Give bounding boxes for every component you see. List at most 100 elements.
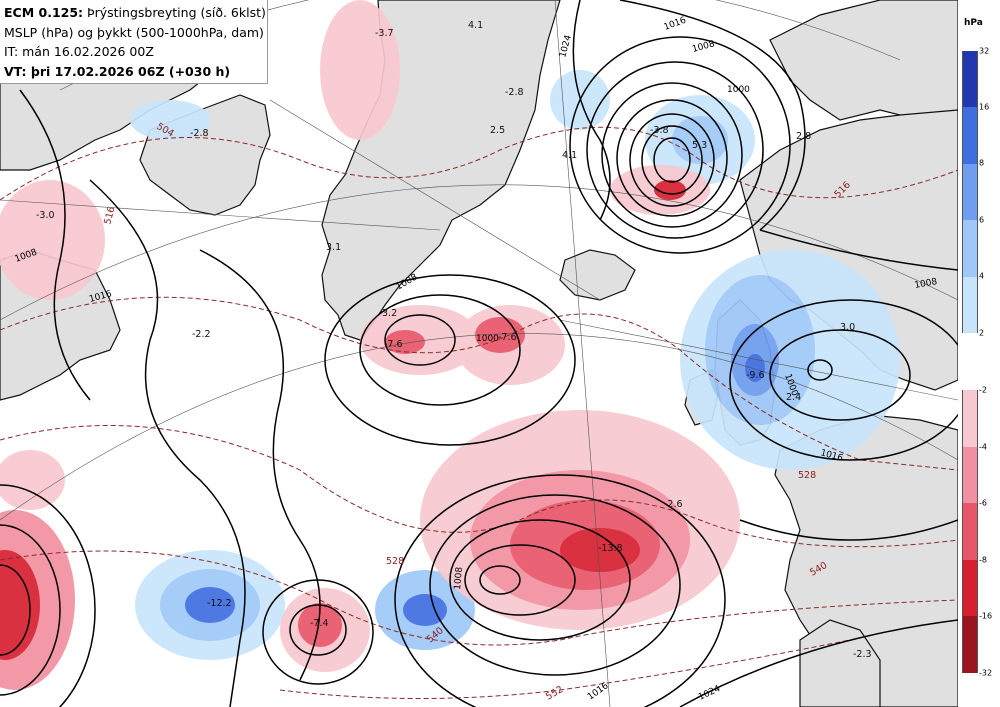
pc-label: 2.5 bbox=[490, 125, 505, 136]
pc-label: -3.7 bbox=[375, 28, 394, 39]
rise-tick: 16 bbox=[979, 102, 990, 112]
low-greenland-sea-ring-7 bbox=[569, 36, 791, 254]
rise-area-south-core bbox=[403, 594, 447, 626]
fall-swatch-8-16 bbox=[963, 559, 977, 617]
map-canvas: 4.1 -3.7 -2.8 -2.8 2.5 4.1 -3.8 5.3 2.8 … bbox=[0, 0, 958, 707]
fall-tick: -2 bbox=[979, 385, 987, 395]
pc-label: 3.1 bbox=[326, 242, 341, 253]
pc-label: -3.8 bbox=[650, 125, 669, 136]
subtitle-line: MSLP (hPa) og þykkt (500-1000hPa, dam) bbox=[4, 24, 264, 40]
thickness-line-2 bbox=[0, 296, 958, 471]
pc-label: -7.6 bbox=[384, 339, 403, 350]
low-greenland-sea-ring-2 bbox=[641, 125, 703, 195]
low-greenland-sea-ring-6 bbox=[586, 61, 764, 239]
isobar-1024-north bbox=[572, 0, 611, 221]
low-farwest-ring-1 bbox=[0, 564, 31, 656]
model-name: ECM 0.125: bbox=[4, 5, 84, 20]
map-title: Þrýstingsbreyting (síð. 6klst) bbox=[87, 5, 266, 20]
legend-unit: hPa bbox=[964, 18, 983, 28]
rise-area-britain-peak bbox=[745, 354, 765, 382]
low-norway-ring-3 bbox=[729, 299, 958, 461]
thickness-line-4 bbox=[0, 550, 958, 646]
fall-swatch-2-4 bbox=[963, 390, 977, 447]
low-atlantic-ring-1 bbox=[479, 565, 521, 595]
thickness-label: 552 bbox=[544, 684, 565, 703]
isobars bbox=[0, 0, 958, 707]
low-greenland-sea-ring-4 bbox=[616, 99, 728, 217]
pc-label: -2.6 bbox=[664, 499, 683, 510]
pressure-fall-shading bbox=[0, 0, 740, 690]
fall-swatch-16-32 bbox=[963, 616, 977, 673]
isobar-label: 1016 bbox=[663, 15, 688, 32]
low-greenland-sea-ring-5 bbox=[601, 82, 743, 228]
pc-label: -2.8 bbox=[505, 87, 524, 98]
latitude-line-1 bbox=[0, 333, 958, 521]
low-atlantic-ring-3 bbox=[449, 519, 631, 641]
isobar-1008-west bbox=[199, 249, 321, 681]
fall-swatch-6-8 bbox=[963, 503, 977, 560]
pc-label: -9.6 bbox=[746, 370, 765, 381]
rise-tick: 6 bbox=[979, 215, 985, 225]
pc-label: 3.0 bbox=[840, 322, 855, 333]
pc-label: 3.2 bbox=[382, 308, 397, 319]
fall-tick: -8 bbox=[979, 555, 987, 565]
low-southwest-ring-1 bbox=[289, 604, 347, 656]
rise-area-southwest-core bbox=[185, 587, 235, 623]
low-atlantic-ring-2 bbox=[464, 544, 576, 616]
low-greenland-sea-ring-1 bbox=[653, 137, 691, 183]
rise-area-upperleft bbox=[130, 100, 210, 140]
weather-map: 4.1 -3.7 -2.8 -2.8 2.5 4.1 -3.8 5.3 2.8 … bbox=[0, 0, 958, 707]
thickness-label: 516 bbox=[102, 205, 117, 225]
pc-label: -3.0 bbox=[36, 210, 55, 221]
low-norway-ring-1 bbox=[807, 359, 833, 381]
pc-label: -13.8 bbox=[598, 543, 623, 554]
fall-area-west bbox=[0, 180, 105, 300]
rise-tick: 8 bbox=[979, 158, 985, 168]
isobar-1008-east bbox=[759, 229, 958, 271]
init-time: IT: mán 16.02.2026 00Z bbox=[4, 44, 154, 59]
pc-label: -2.8 bbox=[190, 128, 209, 139]
meridian-1 bbox=[554, 0, 611, 707]
rise-swatch-4-6 bbox=[963, 220, 977, 277]
low-iceland-ring-2 bbox=[359, 294, 521, 406]
fall-swatch-4-6 bbox=[963, 446, 977, 504]
thickness-line-5 bbox=[279, 639, 851, 699]
rise-swatch-6-8 bbox=[963, 163, 977, 221]
low-greenland-sea-ring-3 bbox=[629, 113, 715, 207]
fall-area-greenland bbox=[320, 0, 400, 140]
rise-tick: 2 bbox=[979, 328, 985, 338]
low-norway-ring-2 bbox=[769, 329, 911, 421]
svalbard bbox=[769, 0, 958, 121]
rise-swatch-16-32 bbox=[963, 51, 977, 108]
isobar-1016-southeast bbox=[739, 519, 958, 541]
meridian-4 bbox=[0, 199, 441, 231]
low-farwest-ring-2 bbox=[0, 524, 61, 696]
isobar-label: 1008 bbox=[914, 277, 939, 291]
pressure-change-labels: 4.1 -3.7 -2.8 -2.8 2.5 4.1 -3.8 5.3 2.8 … bbox=[36, 20, 872, 660]
fall-tick: -6 bbox=[979, 498, 987, 508]
isobar-1024-west bbox=[19, 89, 91, 401]
low-iceland-ring-1 bbox=[384, 314, 456, 366]
fall-tick: -32 bbox=[979, 668, 993, 678]
meridian-2 bbox=[269, 99, 601, 301]
title-line: ECM 0.125: Þrýstingsbreyting (síð. 6klst… bbox=[4, 3, 266, 23]
fall-area-atlantic-core bbox=[560, 528, 640, 572]
isobar-1024-southeast bbox=[679, 619, 958, 707]
pc-label: 4.1 bbox=[562, 150, 577, 161]
isobar-label: 1000 bbox=[727, 85, 750, 95]
isobar-label: 1008 bbox=[453, 566, 465, 590]
rise-swatch-2-4 bbox=[963, 276, 977, 334]
isobar-1016-north bbox=[619, 0, 806, 231]
pc-label: -2.2 bbox=[192, 329, 211, 340]
meridian-3 bbox=[559, 319, 958, 401]
colorbar-rise bbox=[962, 51, 978, 334]
rise-tick: 4 bbox=[979, 271, 985, 281]
fall-area-southwest-core bbox=[298, 603, 342, 647]
low-farwest-ring-3 bbox=[0, 484, 96, 707]
land-layer bbox=[0, 0, 958, 707]
fall-tick: -4 bbox=[979, 442, 987, 452]
iberia bbox=[799, 619, 881, 707]
rise-swatch-8-16 bbox=[963, 107, 977, 164]
thickness-line-1 bbox=[0, 126, 958, 201]
pc-label: -2.3 bbox=[853, 649, 872, 660]
